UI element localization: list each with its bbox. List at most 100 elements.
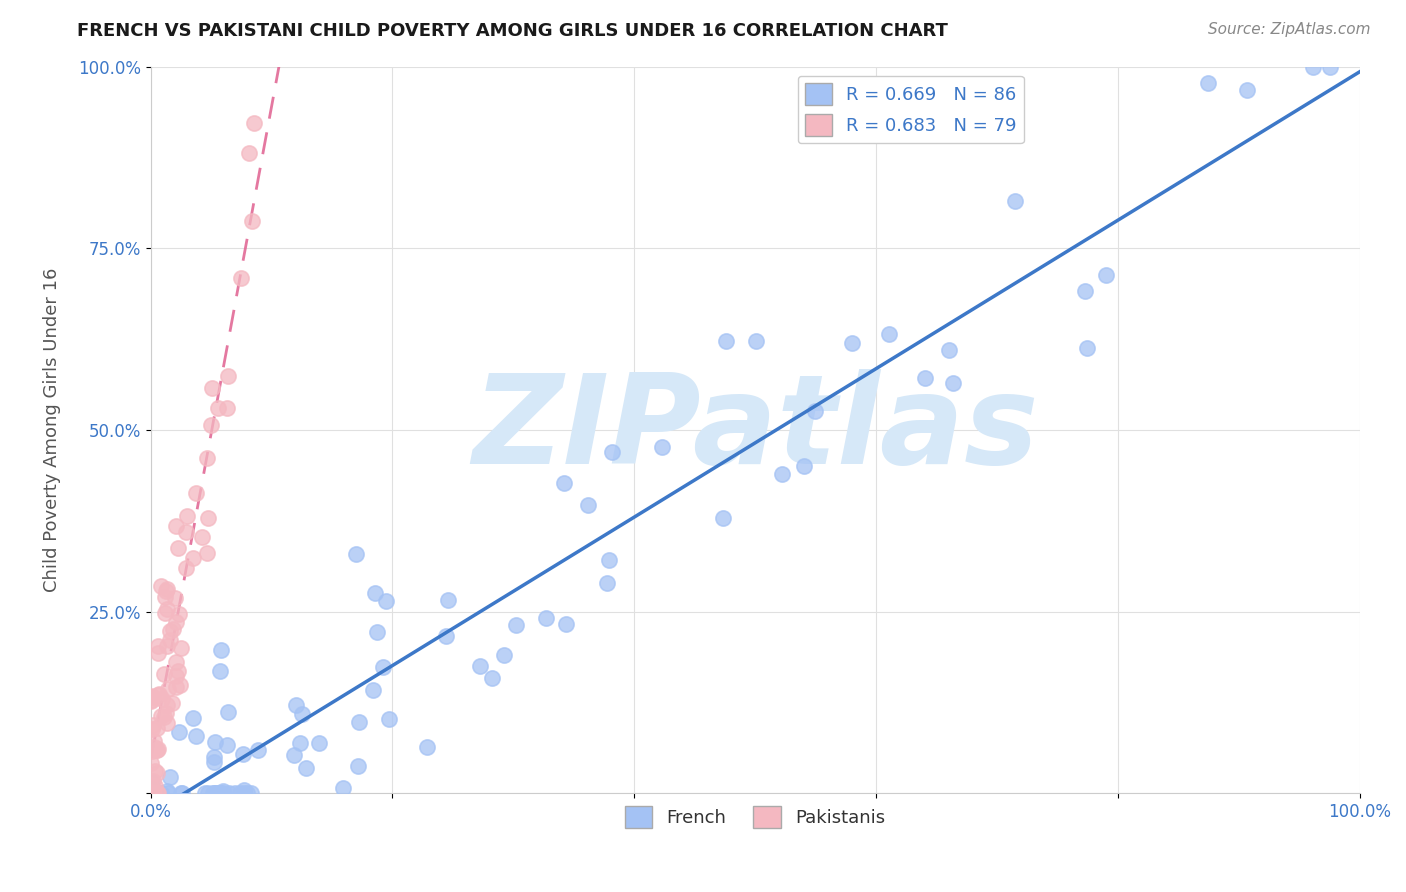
Point [211,784,233,798]
Point [191,530,214,544]
Point [146,786,169,800]
Point [745,334,768,348]
Point [239,786,262,800]
Point [169,724,191,739]
Point [169,678,191,692]
Point [176,508,198,523]
Point [159,632,181,647]
Point [877,326,900,341]
Point [1197,76,1219,90]
Point [165,615,187,630]
Point [148,646,170,660]
Point [209,643,232,657]
Point [149,786,172,800]
Point [145,742,167,756]
Point [505,617,527,632]
Point [291,706,314,721]
Point [141,786,163,800]
Point [152,710,174,724]
Point [238,145,260,160]
Point [914,371,936,385]
Point [152,667,174,681]
Point [1302,60,1324,74]
Text: Source: ZipAtlas.com: Source: ZipAtlas.com [1208,22,1371,37]
Point [209,664,232,678]
Point [153,591,176,605]
Point [156,640,179,654]
Point [150,691,173,706]
Point [142,690,165,704]
Point [141,689,163,703]
Point [159,770,181,784]
Point [364,586,387,600]
Point [246,742,269,756]
Point [202,749,225,764]
Point [139,756,162,771]
Point [1004,194,1026,208]
Point [197,786,219,800]
Point [344,548,367,562]
Point [468,659,491,673]
Point [167,607,190,621]
Point [156,698,179,712]
Point [143,779,166,793]
Point [711,511,734,525]
Point [536,610,558,624]
Point [142,739,165,754]
Point [209,786,232,800]
Point [229,271,252,285]
Point [165,669,187,683]
Point [156,784,179,798]
Point [146,786,169,800]
Point [235,786,257,800]
Point [145,764,167,778]
Point [371,659,394,673]
Point [938,343,960,357]
Point [183,551,205,566]
Point [205,786,228,800]
Point [217,368,239,383]
Point [207,401,229,415]
Point [942,376,965,391]
Point [139,693,162,707]
Point [308,736,330,750]
Point [146,721,169,735]
Point [142,718,165,732]
Point [142,774,165,789]
Point [197,451,219,466]
Point [377,712,399,726]
Point [165,655,187,669]
Point [141,786,163,800]
Point [146,640,169,654]
Point [170,641,193,656]
Point [349,715,371,730]
Point [284,698,307,713]
Point [194,786,217,800]
Point [156,682,179,697]
Point [212,786,235,800]
Point [167,541,190,555]
Point [1236,83,1258,97]
Point [437,593,460,607]
Point [481,671,503,685]
Point [205,786,228,800]
Point [224,786,246,800]
Point [215,738,238,752]
Point [160,696,183,710]
Point [162,622,184,636]
Point [142,786,165,800]
Point [148,742,170,756]
Point [204,735,226,749]
Point [332,781,354,796]
Point [1076,342,1098,356]
Point [156,582,179,596]
Point [232,786,254,800]
Point [596,576,619,591]
Point [156,601,179,615]
Point [243,116,266,130]
Point [141,775,163,789]
Point [215,401,238,415]
Point [150,579,173,593]
Point [141,779,163,793]
Point [553,476,575,491]
